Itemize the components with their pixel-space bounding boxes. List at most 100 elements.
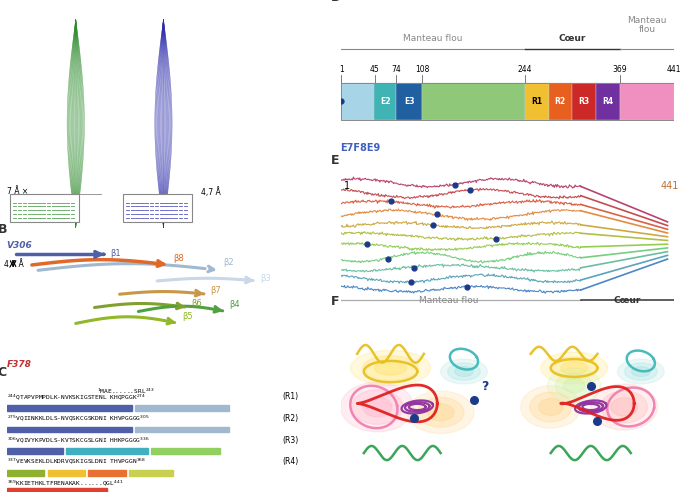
Ellipse shape (441, 359, 488, 384)
Ellipse shape (618, 359, 664, 384)
Bar (374, 83, 396, 120)
Ellipse shape (539, 399, 563, 415)
Ellipse shape (375, 361, 407, 375)
Text: β4: β4 (229, 300, 240, 309)
Text: β7: β7 (210, 286, 221, 295)
Text: (R4): (R4) (283, 457, 299, 466)
Text: E: E (330, 154, 339, 167)
Bar (422, 83, 525, 120)
Bar (48, 470, 85, 476)
Text: ?: ? (481, 380, 488, 393)
Text: (R1): (R1) (283, 392, 298, 401)
Ellipse shape (611, 398, 637, 416)
Text: β5: β5 (183, 312, 193, 321)
Text: $^{337}$VEVKSEKLDLKDRVQSKIGSLDNI THVPGGN$^{368}$: $^{337}$VEVKSEKLDLKDRVQSKIGSLDNI THVPGGN… (7, 457, 146, 466)
Text: R4: R4 (603, 97, 614, 106)
Bar (136, 405, 229, 411)
Bar (7, 427, 132, 432)
Bar (7, 405, 132, 411)
Bar (340, 83, 374, 120)
Text: β6: β6 (191, 299, 202, 308)
Text: E7F8E9: E7F8E9 (340, 143, 381, 153)
Ellipse shape (447, 363, 480, 380)
Bar (340, 83, 674, 120)
Text: R2: R2 (555, 97, 566, 106)
Ellipse shape (351, 350, 430, 386)
Text: Cœur: Cœur (614, 296, 641, 305)
Text: $^{369}$KKIETHKLTFRENAKAK......QGL$^{441}$: $^{369}$KKIETHKLTFRENAKAK......QGL$^{441… (7, 479, 123, 488)
Ellipse shape (521, 386, 581, 428)
Bar (7, 488, 107, 492)
Ellipse shape (362, 356, 419, 380)
Text: 74: 74 (392, 65, 401, 74)
Ellipse shape (551, 357, 597, 379)
Text: 1: 1 (344, 182, 350, 191)
Text: 244: 244 (518, 65, 533, 74)
Ellipse shape (541, 352, 607, 384)
Text: F: F (330, 295, 339, 308)
Bar (572, 83, 597, 120)
Bar (7, 470, 44, 476)
Ellipse shape (548, 368, 601, 403)
Text: $^{275}$VQIINKKLDLS-NVQSKCGSKDNI KHVPGGGG$^{305}$: $^{275}$VQIINKKLDLS-NVQSKCGSKDNI KHVPGGG… (7, 414, 150, 423)
Ellipse shape (556, 373, 592, 398)
Ellipse shape (563, 379, 585, 393)
Bar (129, 470, 173, 476)
Text: Manteau
flou: Manteau flou (627, 16, 667, 34)
Ellipse shape (455, 367, 473, 376)
Text: $^{244}$QTAPVPMPDLK-NVKSKIGSTENL KHQPGGK$^{274}$: $^{244}$QTAPVPMPDLK-NVKSKIGSTENL KHQPGGK… (7, 392, 146, 401)
Text: E2: E2 (380, 97, 390, 106)
Text: $^{306}$VQIVYKPVDLS-KVTSKCGSLGNI HHKPGGGG$^{336}$: $^{306}$VQIVYKPVDLS-KVTSKCGSLGNI HHKPGGG… (7, 435, 150, 445)
Ellipse shape (590, 384, 657, 430)
Bar (620, 83, 674, 120)
Bar (549, 83, 572, 120)
Text: 441: 441 (667, 65, 681, 74)
Text: (R2): (R2) (283, 414, 298, 423)
Text: C: C (0, 367, 7, 379)
Text: 441: 441 (661, 182, 679, 191)
Text: R3: R3 (579, 97, 590, 106)
Text: E3: E3 (404, 97, 415, 106)
Bar (136, 427, 229, 432)
Ellipse shape (631, 367, 650, 376)
Ellipse shape (530, 392, 572, 422)
Text: 4,7 Å: 4,7 Å (201, 187, 221, 197)
Bar (7, 448, 63, 454)
Text: β1: β1 (110, 248, 121, 257)
Bar (525, 83, 549, 120)
Text: 45: 45 (370, 65, 379, 74)
Text: (R3): (R3) (283, 435, 299, 445)
Text: β2: β2 (223, 258, 234, 267)
Bar (66, 448, 148, 454)
Bar (151, 448, 220, 454)
Text: Manteau flou: Manteau flou (419, 296, 478, 305)
Text: 4,7 Å: 4,7 Å (3, 259, 23, 269)
Bar (396, 83, 422, 120)
Text: 369: 369 (612, 65, 627, 74)
Text: R1: R1 (531, 97, 543, 106)
Text: β3: β3 (261, 274, 271, 283)
Text: 108: 108 (415, 65, 430, 74)
Ellipse shape (407, 391, 474, 433)
Bar (597, 83, 620, 120)
Text: 1: 1 (339, 65, 344, 74)
Text: $\mathregular{^1}$MAE......SRL$\mathregular{^{243}}$: $\mathregular{^1}$MAE......SRL$\mathregu… (97, 387, 155, 397)
Ellipse shape (601, 391, 648, 423)
Bar (89, 470, 126, 476)
Ellipse shape (624, 363, 657, 380)
Text: B: B (0, 223, 7, 236)
Ellipse shape (417, 398, 464, 427)
Bar (10, 194, 79, 222)
Ellipse shape (427, 404, 454, 421)
Text: V306: V306 (7, 241, 33, 250)
Text: Cœur: Cœur (558, 34, 586, 43)
Text: Manteau flou: Manteau flou (403, 34, 463, 43)
Text: F378: F378 (7, 360, 32, 369)
Ellipse shape (340, 382, 414, 432)
Ellipse shape (362, 397, 392, 417)
Ellipse shape (351, 390, 403, 424)
Text: β8: β8 (173, 254, 184, 263)
Text: 7 Å ×: 7 Å × (7, 187, 28, 196)
Ellipse shape (560, 362, 588, 374)
Text: D: D (330, 0, 340, 4)
